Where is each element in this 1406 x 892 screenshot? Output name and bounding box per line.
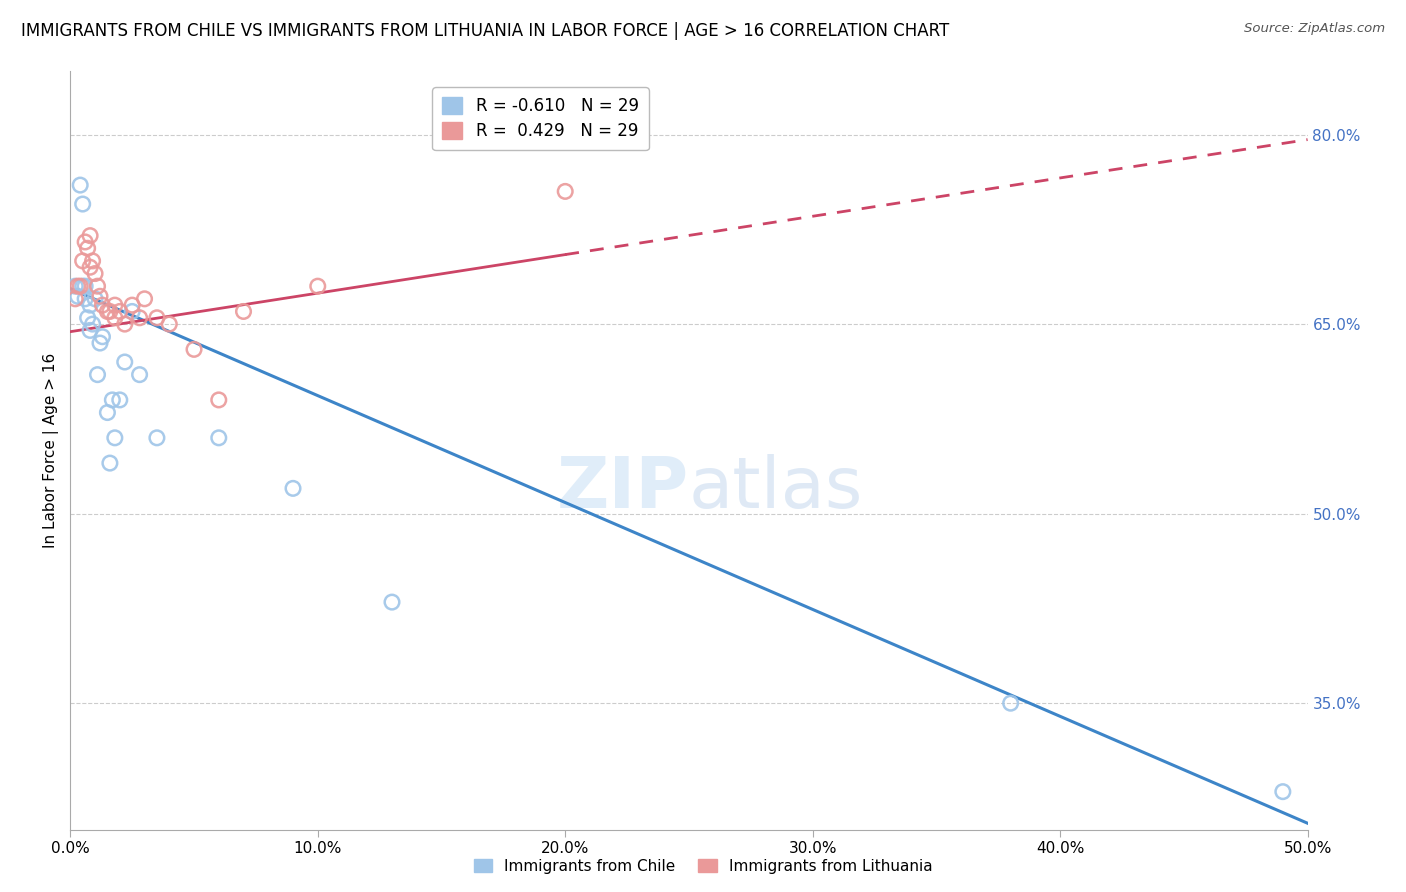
Point — [66, 289, 89, 303]
Point — [114, 317, 136, 331]
Point — [1271, 785, 1294, 799]
Point — [79, 323, 101, 337]
Point — [82, 254, 104, 268]
Point — [79, 228, 101, 243]
Point — [86, 368, 108, 382]
Point — [84, 267, 107, 281]
Point — [183, 343, 205, 357]
Point — [72, 279, 94, 293]
Point — [104, 310, 127, 325]
Point — [69, 178, 91, 192]
Point — [101, 392, 124, 407]
Point — [75, 235, 97, 249]
Point — [128, 368, 150, 382]
Text: atlas: atlas — [689, 454, 863, 523]
Point — [65, 279, 87, 293]
Point — [104, 431, 127, 445]
Point — [96, 304, 118, 318]
Point — [121, 304, 143, 318]
Point — [208, 431, 231, 445]
Point — [281, 482, 304, 496]
Point — [381, 595, 404, 609]
Point — [307, 279, 329, 293]
Point — [157, 317, 180, 331]
Point — [69, 279, 91, 293]
Point — [72, 254, 94, 268]
Point — [75, 292, 97, 306]
Legend: Immigrants from Chile, Immigrants from Lithuania: Immigrants from Chile, Immigrants from L… — [467, 853, 939, 880]
Point — [84, 292, 107, 306]
Legend: R = -0.610   N = 29, R =  0.429   N = 29: R = -0.610 N = 29, R = 0.429 N = 29 — [432, 87, 648, 150]
Point — [146, 431, 169, 445]
Point — [121, 298, 143, 312]
Text: ZIP: ZIP — [557, 454, 689, 523]
Point — [91, 330, 114, 344]
Point — [66, 279, 89, 293]
Point — [96, 406, 118, 420]
Text: IMMIGRANTS FROM CHILE VS IMMIGRANTS FROM LITHUANIA IN LABOR FORCE | AGE > 16 COR: IMMIGRANTS FROM CHILE VS IMMIGRANTS FROM… — [21, 22, 949, 40]
Point — [76, 241, 98, 255]
Point — [146, 310, 169, 325]
Point — [98, 304, 121, 318]
Y-axis label: In Labor Force | Age > 16: In Labor Force | Age > 16 — [44, 353, 59, 548]
Point — [75, 279, 97, 293]
Point — [82, 317, 104, 331]
Point — [108, 392, 131, 407]
Point — [79, 260, 101, 275]
Point — [108, 304, 131, 318]
Point — [98, 456, 121, 470]
Point — [79, 298, 101, 312]
Point — [104, 298, 127, 312]
Point — [89, 336, 111, 351]
Point — [65, 292, 87, 306]
Point — [128, 310, 150, 325]
Point — [72, 197, 94, 211]
Point — [86, 279, 108, 293]
Point — [76, 310, 98, 325]
Point — [89, 289, 111, 303]
Point — [232, 304, 254, 318]
Point — [208, 392, 231, 407]
Point — [134, 292, 156, 306]
Point — [91, 298, 114, 312]
Point — [114, 355, 136, 369]
Text: Source: ZipAtlas.com: Source: ZipAtlas.com — [1244, 22, 1385, 36]
Point — [1000, 696, 1022, 710]
Point — [554, 185, 576, 199]
